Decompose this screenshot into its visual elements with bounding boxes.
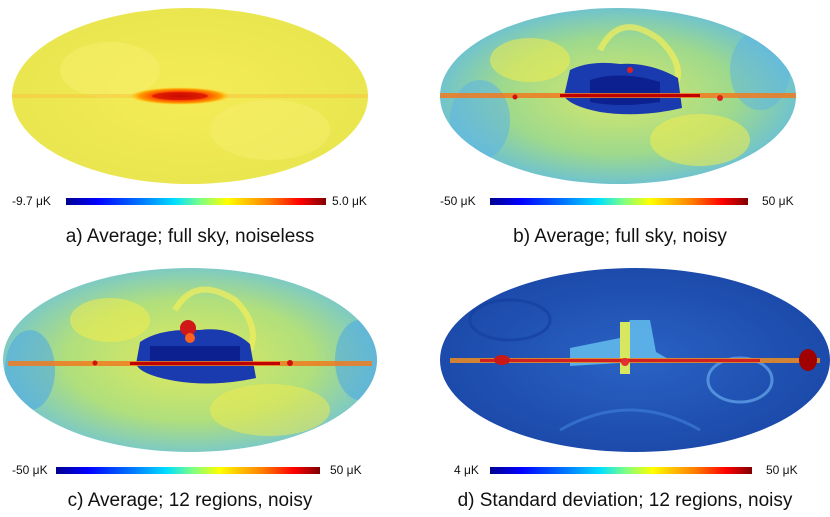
colorbar-max-label-a: 5.0 μK	[332, 194, 367, 208]
caption-d: d) Standard deviation; 12 regions, noisy	[457, 490, 793, 511]
colorbar-min-label-a: -9.7 μK	[12, 194, 51, 208]
caption-a: a) Average; full sky, noiseless	[65, 226, 315, 247]
sky-map-c	[3, 268, 377, 452]
sky-map-a	[12, 8, 368, 184]
sky-map-b	[440, 8, 796, 184]
colorbar-min-label-b: -50 μK	[440, 194, 476, 208]
panel-c: -50 μK 50 μK c) Average; 12 regions, noi…	[0, 260, 415, 517]
colorbar-a	[66, 198, 326, 205]
sky-map-d	[440, 268, 830, 452]
colorbar-min-label-d: 4 μK	[454, 463, 479, 477]
colorbar-c	[56, 467, 320, 474]
caption-b: b) Average; full sky, noisy	[513, 226, 727, 247]
caption-c: c) Average; 12 regions, noisy	[67, 490, 313, 511]
colorbar-min-label-c: -50 μK	[12, 463, 48, 477]
panel-d: 4 μK 50 μK d) Standard deviation; 12 reg…	[420, 260, 830, 517]
colorbar-max-label-c: 50 μK	[330, 463, 362, 477]
colorbar-d	[490, 467, 752, 474]
colorbar-b	[490, 198, 748, 205]
panel-b: -50 μK 50 μK b) Average; full sky, noisy	[420, 0, 830, 258]
panel-a: -9.7 μK 5.0 μK a) Average; full sky, noi…	[0, 0, 415, 258]
colorbar-max-label-b: 50 μK	[762, 194, 794, 208]
colorbar-max-label-d: 50 μK	[766, 463, 798, 477]
